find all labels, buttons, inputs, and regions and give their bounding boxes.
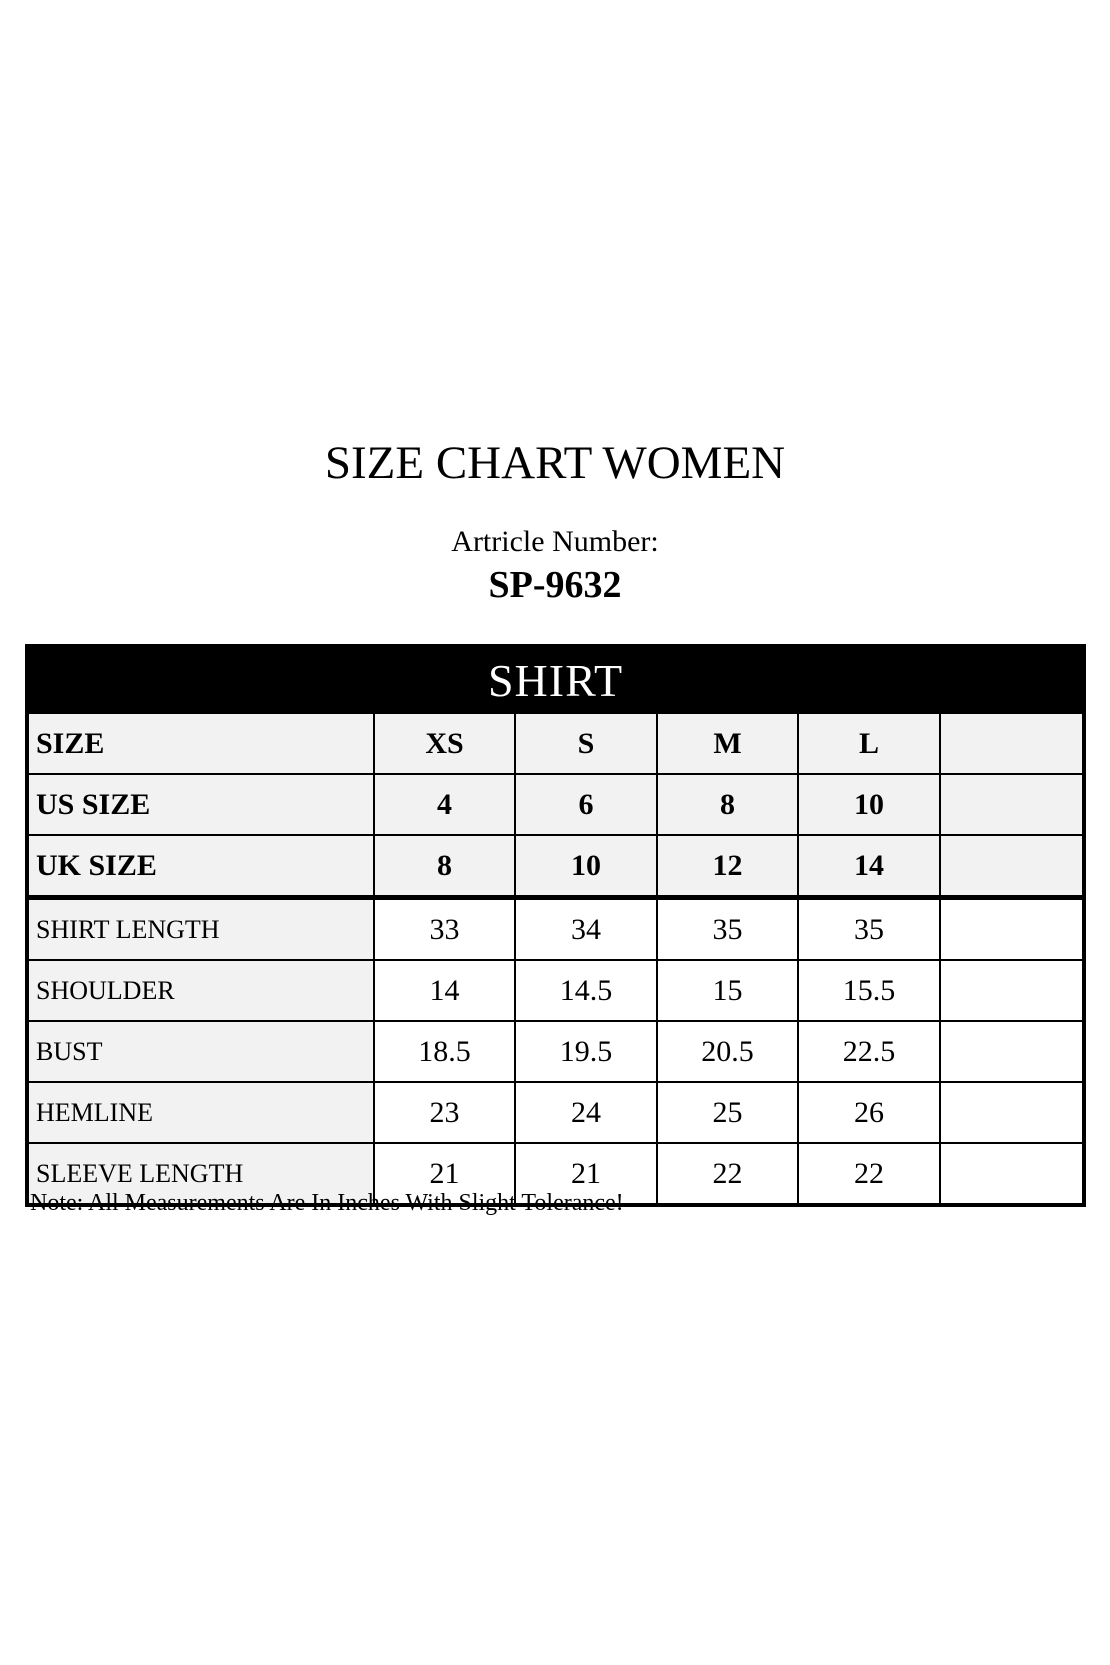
table-title-row: SHIRT: [25, 645, 1086, 714]
table-row-bust: BUST 18.5 19.5 20.5 22.5: [26, 1020, 1086, 1083]
row-label-shirt-length: SHIRT LENGTH: [26, 896, 375, 961]
size-chart-table-wrapper: SHIRT SIZE XS S M L US SIZE 4 6 8 10: [25, 644, 1087, 1207]
table-cell: 10: [797, 773, 941, 836]
table-cell: 14: [373, 959, 516, 1022]
table-cell: 23: [373, 1081, 516, 1144]
table-row-shoulder: SHOULDER 14 14.5 15 15.5: [26, 959, 1086, 1022]
empty-cell: [938, 896, 1086, 961]
empty-cell: [938, 959, 1086, 1022]
table-cell: 14.5: [514, 959, 658, 1022]
table-row-us-size: US SIZE 4 6 8 10: [26, 773, 1086, 836]
table-cell: L: [797, 712, 941, 775]
table-cell: 22: [656, 1142, 799, 1206]
row-label-size: SIZE: [26, 712, 375, 775]
table-cell: 19.5: [514, 1020, 658, 1083]
measurements-note: Note: All Measurements Are In Inches Wit…: [30, 1190, 624, 1216]
table-cell: 8: [656, 773, 799, 836]
table-cell: 20.5: [656, 1020, 799, 1083]
empty-cell: [938, 1020, 1086, 1083]
table-cell: 22.5: [797, 1020, 941, 1083]
table-cell: 10: [514, 834, 658, 900]
table-cell: 26: [797, 1081, 941, 1144]
empty-cell: [938, 773, 1086, 836]
empty-cell: [938, 1142, 1086, 1206]
empty-cell: [938, 834, 1086, 900]
table-cell: 15: [656, 959, 799, 1022]
row-label-shoulder: SHOULDER: [26, 959, 375, 1022]
table-cell: 15.5: [797, 959, 941, 1022]
table-cell: S: [514, 712, 658, 775]
row-label-bust: BUST: [26, 1020, 375, 1083]
table-cell: 14: [797, 834, 941, 900]
row-label-uk-size: UK SIZE: [26, 834, 375, 900]
table-row-sleeve-length: SLEEVE LENGTH 21 21 22 22: [26, 1142, 1086, 1206]
table-cell: 21: [514, 1142, 658, 1206]
table-cell: 8: [373, 834, 516, 900]
empty-cell: [938, 1081, 1086, 1144]
table-row-shirt-length: SHIRT LENGTH 33 34 35 35: [26, 896, 1086, 961]
table-row-uk-size: UK SIZE 8 10 12 14: [26, 834, 1086, 900]
article-number-value: SP-9632: [488, 564, 622, 606]
table-cell: 25: [656, 1081, 799, 1144]
empty-cell: [938, 712, 1086, 775]
table-cell: 21: [373, 1142, 516, 1206]
article-number-label: Artricle Number:: [451, 525, 659, 558]
table-cell: 4: [373, 773, 516, 836]
table-cell: 12: [656, 834, 799, 900]
row-label-sleeve-length: SLEEVE LENGTH: [26, 1142, 375, 1206]
table-cell: XS: [373, 712, 516, 775]
page-title: SIZE CHART WOMEN: [324, 437, 786, 489]
table-cell: 18.5: [373, 1020, 516, 1083]
table-cell: 24: [514, 1081, 658, 1144]
table-cell: 34: [514, 896, 658, 961]
table-cell: 6: [514, 773, 658, 836]
table-cell: 35: [656, 896, 799, 961]
table-title: SHIRT: [25, 645, 1086, 714]
table-row-hemline: HEMLINE 23 24 25 26: [26, 1081, 1086, 1144]
size-chart-table: SHIRT SIZE XS S M L US SIZE 4 6 8 10: [25, 644, 1087, 1207]
table-cell: 33: [373, 896, 516, 961]
table-cell: 22: [797, 1142, 941, 1206]
row-label-hemline: HEMLINE: [26, 1081, 375, 1144]
row-label-us-size: US SIZE: [26, 773, 375, 836]
table-cell: 35: [797, 896, 941, 961]
table-row-size: SIZE XS S M L: [26, 712, 1086, 775]
table-cell: M: [656, 712, 799, 775]
